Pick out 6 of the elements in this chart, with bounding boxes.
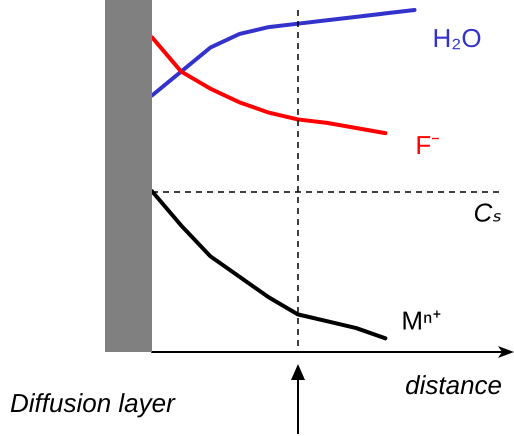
series-label: F⁻ bbox=[415, 130, 440, 160]
series-label: H₂O bbox=[432, 23, 482, 53]
x-axis-title: distance bbox=[405, 370, 502, 400]
series-label: Mⁿ⁺ bbox=[401, 305, 442, 336]
text: Diffusion layer bbox=[10, 388, 176, 418]
ref-line-label: Cₛ bbox=[474, 197, 502, 228]
